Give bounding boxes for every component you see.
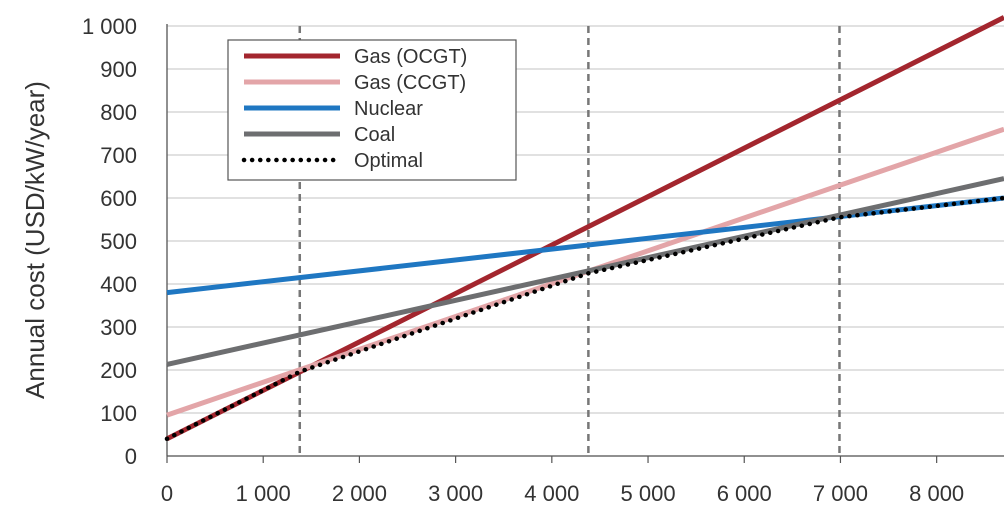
legend-label: Optimal [354,150,423,172]
series-line-coal [167,179,1004,365]
y-tick-label: 100 [100,401,137,426]
x-tick-label: 0 [161,481,173,506]
x-tick-label: 6 000 [717,481,772,506]
series-line-nuclear [167,198,1004,293]
y-tick-label: 800 [100,100,137,125]
y-tick-label: 200 [100,358,137,383]
y-tick-label: 400 [100,272,137,297]
y-tick-label: 700 [100,143,137,168]
x-tick-label: 3 000 [428,481,483,506]
y-tick-label: 300 [100,315,137,340]
legend-label: Nuclear [354,98,423,120]
series-line-optimal [167,198,1004,439]
legend-label: Coal [354,124,395,146]
y-tick-label: 1 000 [82,14,137,39]
legend-label: Gas (OCGT) [354,46,467,68]
y-tick-label: 600 [100,186,137,211]
y-axis-title: Annual cost (USD/kW/year) [20,81,50,399]
y-tick-label: 900 [100,57,137,82]
x-tick-label: 8 000 [909,481,964,506]
x-tick-label: 2 000 [332,481,387,506]
x-tick-label: 7 000 [813,481,868,506]
legend-label: Gas (CCGT) [354,72,466,94]
legend: Gas (OCGT) Gas (CCGT) Nuclear Coal Optimal [228,40,516,180]
x-tick-label: 1 000 [236,481,291,506]
x-tick-label: 4 000 [524,481,579,506]
y-tick-label: 500 [100,229,137,254]
y-tick-label: 0 [125,444,137,469]
x-tick-label: 5 000 [621,481,676,506]
